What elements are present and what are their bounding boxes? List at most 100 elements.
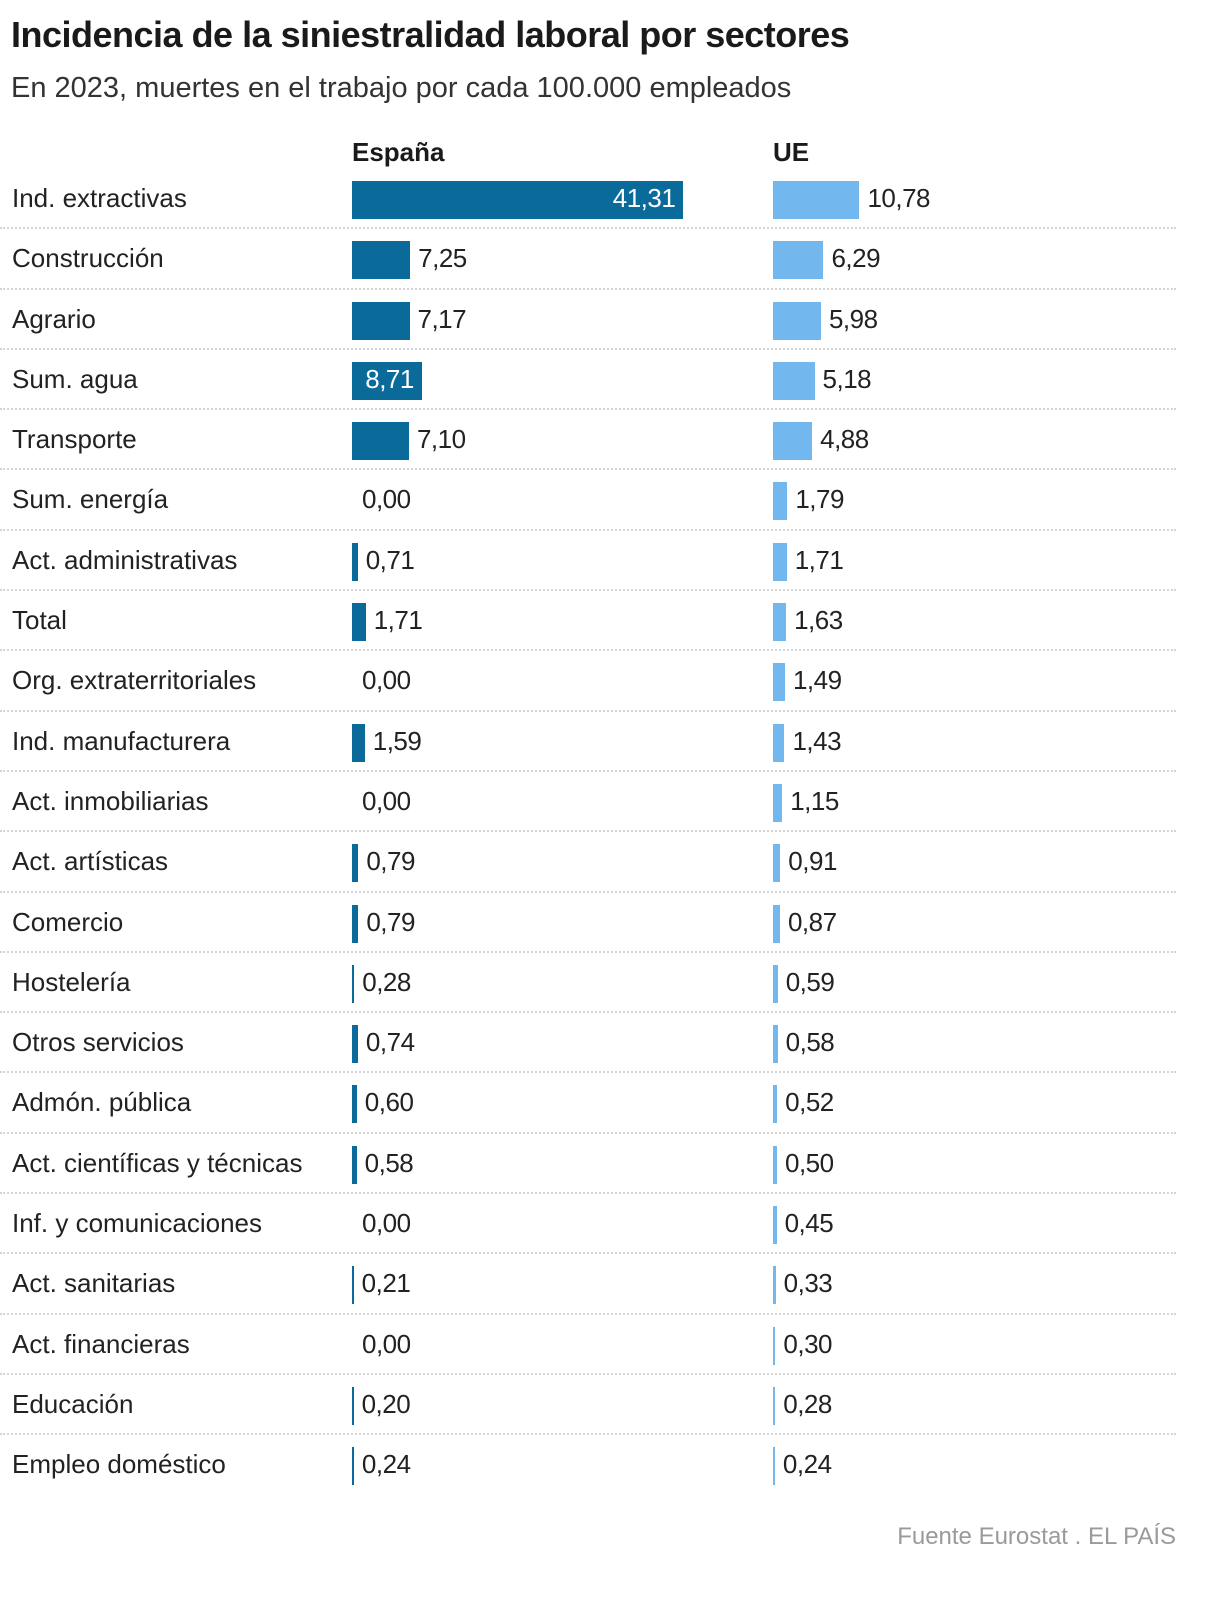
value-label-espana: 0,00: [362, 1208, 411, 1239]
table-row: Act. inmobiliarias 0,00 1,15: [0, 772, 1176, 833]
category-label: Otros servicios: [12, 1027, 184, 1058]
table-row: Act. administrativas 0,71 1,71: [0, 531, 1176, 592]
bar-ue: [773, 1085, 778, 1124]
table-row: Act. científicas y técnicas 0,58 0,50: [0, 1134, 1176, 1195]
category-label: Act. inmobiliarias: [12, 785, 209, 816]
category-label: Hostelería: [12, 966, 131, 997]
category-label: Transporte: [12, 424, 137, 455]
bar-espana: [352, 1447, 354, 1486]
value-label-ue: 0,58: [785, 1027, 835, 1058]
table-row: Sum. agua 8,71 5,18: [0, 350, 1176, 411]
value-label-espana: 0,00: [362, 1328, 411, 1359]
row-divider: [0, 1192, 1176, 1195]
bar-espana: [352, 241, 411, 280]
bar-ue: [773, 301, 821, 340]
value-label-espana: 0,20: [361, 1388, 411, 1419]
category-label: Act. administrativas: [12, 544, 238, 575]
bar-ue: [773, 844, 781, 883]
row-divider: [0, 468, 1176, 471]
bar-espana: [352, 422, 409, 461]
bar-espana: [352, 964, 355, 1003]
value-label-espana: 7,17: [417, 303, 467, 334]
bar-espana: [352, 1386, 354, 1425]
category-label: Comercio: [12, 906, 124, 937]
row-divider: [0, 408, 1176, 411]
table-row: Act. artísticas 0,79 0,91: [0, 832, 1176, 893]
value-label-ue: 0,24: [782, 1449, 832, 1480]
value-label-espana: 0,74: [365, 1027, 415, 1058]
value-label-espana: 1,59: [372, 725, 422, 756]
row-divider: [0, 1372, 1176, 1375]
table-row: Inf. y comunicaciones 0,00 0,45: [0, 1194, 1176, 1255]
table-row: Ind. manufacturera 1,59 1,43: [0, 712, 1176, 772]
bar-ue: [773, 422, 813, 461]
value-label-ue: 0,45: [784, 1208, 834, 1239]
table-row: Educación 0,20 0,28: [0, 1375, 1176, 1436]
bar-ue: [773, 964, 778, 1003]
row-divider: [0, 1312, 1176, 1315]
table-row: Hostelería 0,28 0,59: [0, 953, 1176, 1014]
table-row: Empleo doméstico 0,24 0,24: [0, 1435, 1176, 1495]
value-label-ue: 5,98: [828, 303, 878, 334]
row-divider: [0, 287, 1176, 290]
value-label-espana: 0,00: [362, 785, 411, 816]
value-label-espana: 0,00: [362, 665, 411, 696]
bar-espana: [352, 1085, 357, 1124]
category-label: Agrario: [12, 303, 96, 334]
column-header-ue: UE: [773, 137, 810, 167]
value-label-espana: 41,31: [612, 183, 676, 213]
bar-espana: [352, 723, 365, 762]
bar-espana: [352, 301, 410, 340]
bar-ue: [773, 1447, 775, 1486]
bar-espana: [352, 1025, 358, 1064]
bar-ue: [773, 1206, 777, 1245]
value-label-espana: 0,60: [364, 1087, 414, 1118]
value-label-ue: 1,15: [790, 785, 839, 816]
category-label: Admón. pública: [12, 1087, 192, 1118]
value-label-ue: 1,79: [795, 484, 844, 515]
category-label: Educación: [12, 1388, 134, 1419]
row-divider: [0, 649, 1176, 652]
table-row: Total 1,71 1,63: [0, 591, 1176, 652]
value-label-ue: 0,33: [783, 1268, 833, 1299]
category-label: Sum. energía: [12, 484, 169, 515]
row-divider: [0, 1252, 1176, 1255]
value-label-ue: 1,63: [794, 605, 843, 636]
bar-espana: [352, 1145, 357, 1184]
chart-title: Incidencia de la siniestralidad laboral …: [11, 14, 850, 55]
bar-espana: [352, 904, 359, 943]
bar-espana: [352, 844, 359, 883]
bar-espana: [352, 1266, 354, 1305]
row-divider: [0, 1131, 1176, 1134]
value-label-espana: 0,24: [361, 1449, 411, 1480]
value-label-espana: 0,21: [361, 1268, 411, 1299]
row-divider: [0, 1433, 1176, 1436]
category-label: Inf. y comunicaciones: [12, 1208, 263, 1239]
source-footer: Fuente Eurostat . EL PAÍS: [897, 1523, 1176, 1550]
value-label-ue: 1,71: [794, 544, 844, 575]
category-label: Total: [12, 605, 67, 636]
category-label: Act. artísticas: [12, 846, 169, 877]
bar-espana: [352, 181, 684, 219]
row-divider: [0, 347, 1176, 350]
category-label: Ind. extractivas: [12, 183, 187, 213]
bar-espana: [352, 603, 366, 642]
value-label-espana: 0,00: [362, 484, 411, 515]
row-divider: [0, 1011, 1176, 1014]
chart-subtitle: En 2023, muertes en el trabajo por cada …: [11, 72, 792, 104]
row-divider: [0, 709, 1176, 712]
category-label: Act. financieras: [12, 1328, 190, 1359]
bar-espana: [352, 542, 358, 581]
bar-ue: [773, 1025, 778, 1064]
bar-ue: [773, 723, 785, 762]
value-label-ue: 0,87: [787, 906, 837, 937]
bar-ue: [773, 241, 824, 280]
bar-ue: [773, 904, 780, 943]
value-label-ue: 10,78: [867, 183, 931, 213]
bar-ue: [773, 663, 785, 702]
value-label-espana: 1,71: [373, 605, 423, 636]
table-row: Act. sanitarias 0,21 0,33: [0, 1254, 1176, 1315]
value-label-espana: 7,25: [418, 243, 467, 274]
category-label: Act. científicas y técnicas: [12, 1147, 303, 1178]
value-label-ue: 0,91: [788, 846, 837, 877]
